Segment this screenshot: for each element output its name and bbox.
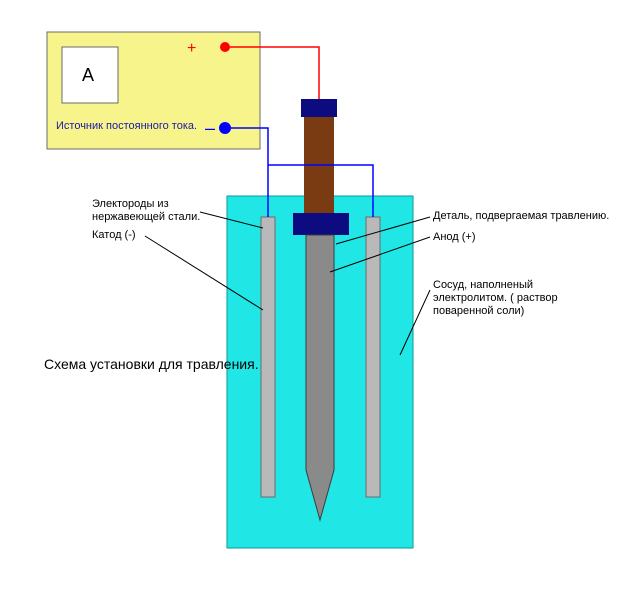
callout-label-4: Сосуд, наполненый электролитом. ( раство… bbox=[433, 279, 593, 319]
knife-guard bbox=[293, 213, 349, 235]
minus-terminal bbox=[219, 122, 231, 134]
power-supply-caption: Источник постоянного тока. bbox=[56, 120, 197, 133]
plus-terminal bbox=[220, 42, 230, 52]
diagram-title: Схема установки для травления. bbox=[44, 356, 259, 373]
electrode-left bbox=[261, 217, 275, 497]
callout-label-1: Катод (-) bbox=[92, 229, 172, 242]
callout-label-2: Деталь, подвергаемая травлению. bbox=[433, 210, 623, 223]
knife-blade bbox=[306, 235, 334, 520]
callout-label-0: Электороды из нержавеющей стали. bbox=[92, 198, 222, 224]
power-supply-display-letter: A bbox=[82, 65, 94, 87]
knife-cap bbox=[301, 99, 337, 117]
minus-sign: – bbox=[205, 118, 215, 140]
plus-sign: + bbox=[187, 39, 196, 58]
callout-label-3: Анод (+) bbox=[433, 231, 513, 244]
